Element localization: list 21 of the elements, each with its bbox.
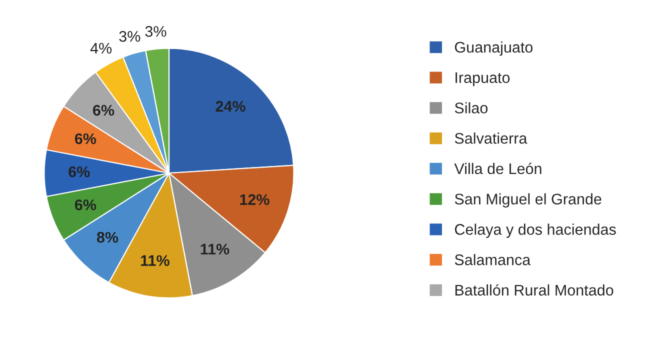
data-label: 6% [68, 166, 90, 178]
data-label: 8% [96, 232, 118, 243]
data-label: 3% [145, 26, 166, 37]
data-label: 3% [119, 30, 140, 42]
legend-label: Celaya y dos haciendas [454, 224, 616, 238]
legend-label: Batallón Rural Montado [455, 284, 614, 296]
legend-label: Salvatierra [454, 132, 528, 144]
legend-label: Villa de León [454, 162, 542, 174]
data-label: 6% [93, 104, 114, 116]
legend-label: Irapuato [456, 72, 510, 86]
data-label: 12% [240, 194, 270, 205]
data-label: 4% [90, 42, 112, 54]
data-label: 11% [141, 255, 170, 266]
data-label: 11% [200, 244, 230, 255]
legend-label: Salamanca [454, 254, 531, 266]
legend-label: Silao [454, 102, 488, 114]
data-label: 24% [216, 100, 246, 112]
data-label: 6% [74, 199, 96, 210]
data-label: 6% [74, 133, 96, 144]
legend-label: San Miguel el Grande [454, 193, 602, 208]
legend-label: Guanajuato [454, 41, 533, 56]
